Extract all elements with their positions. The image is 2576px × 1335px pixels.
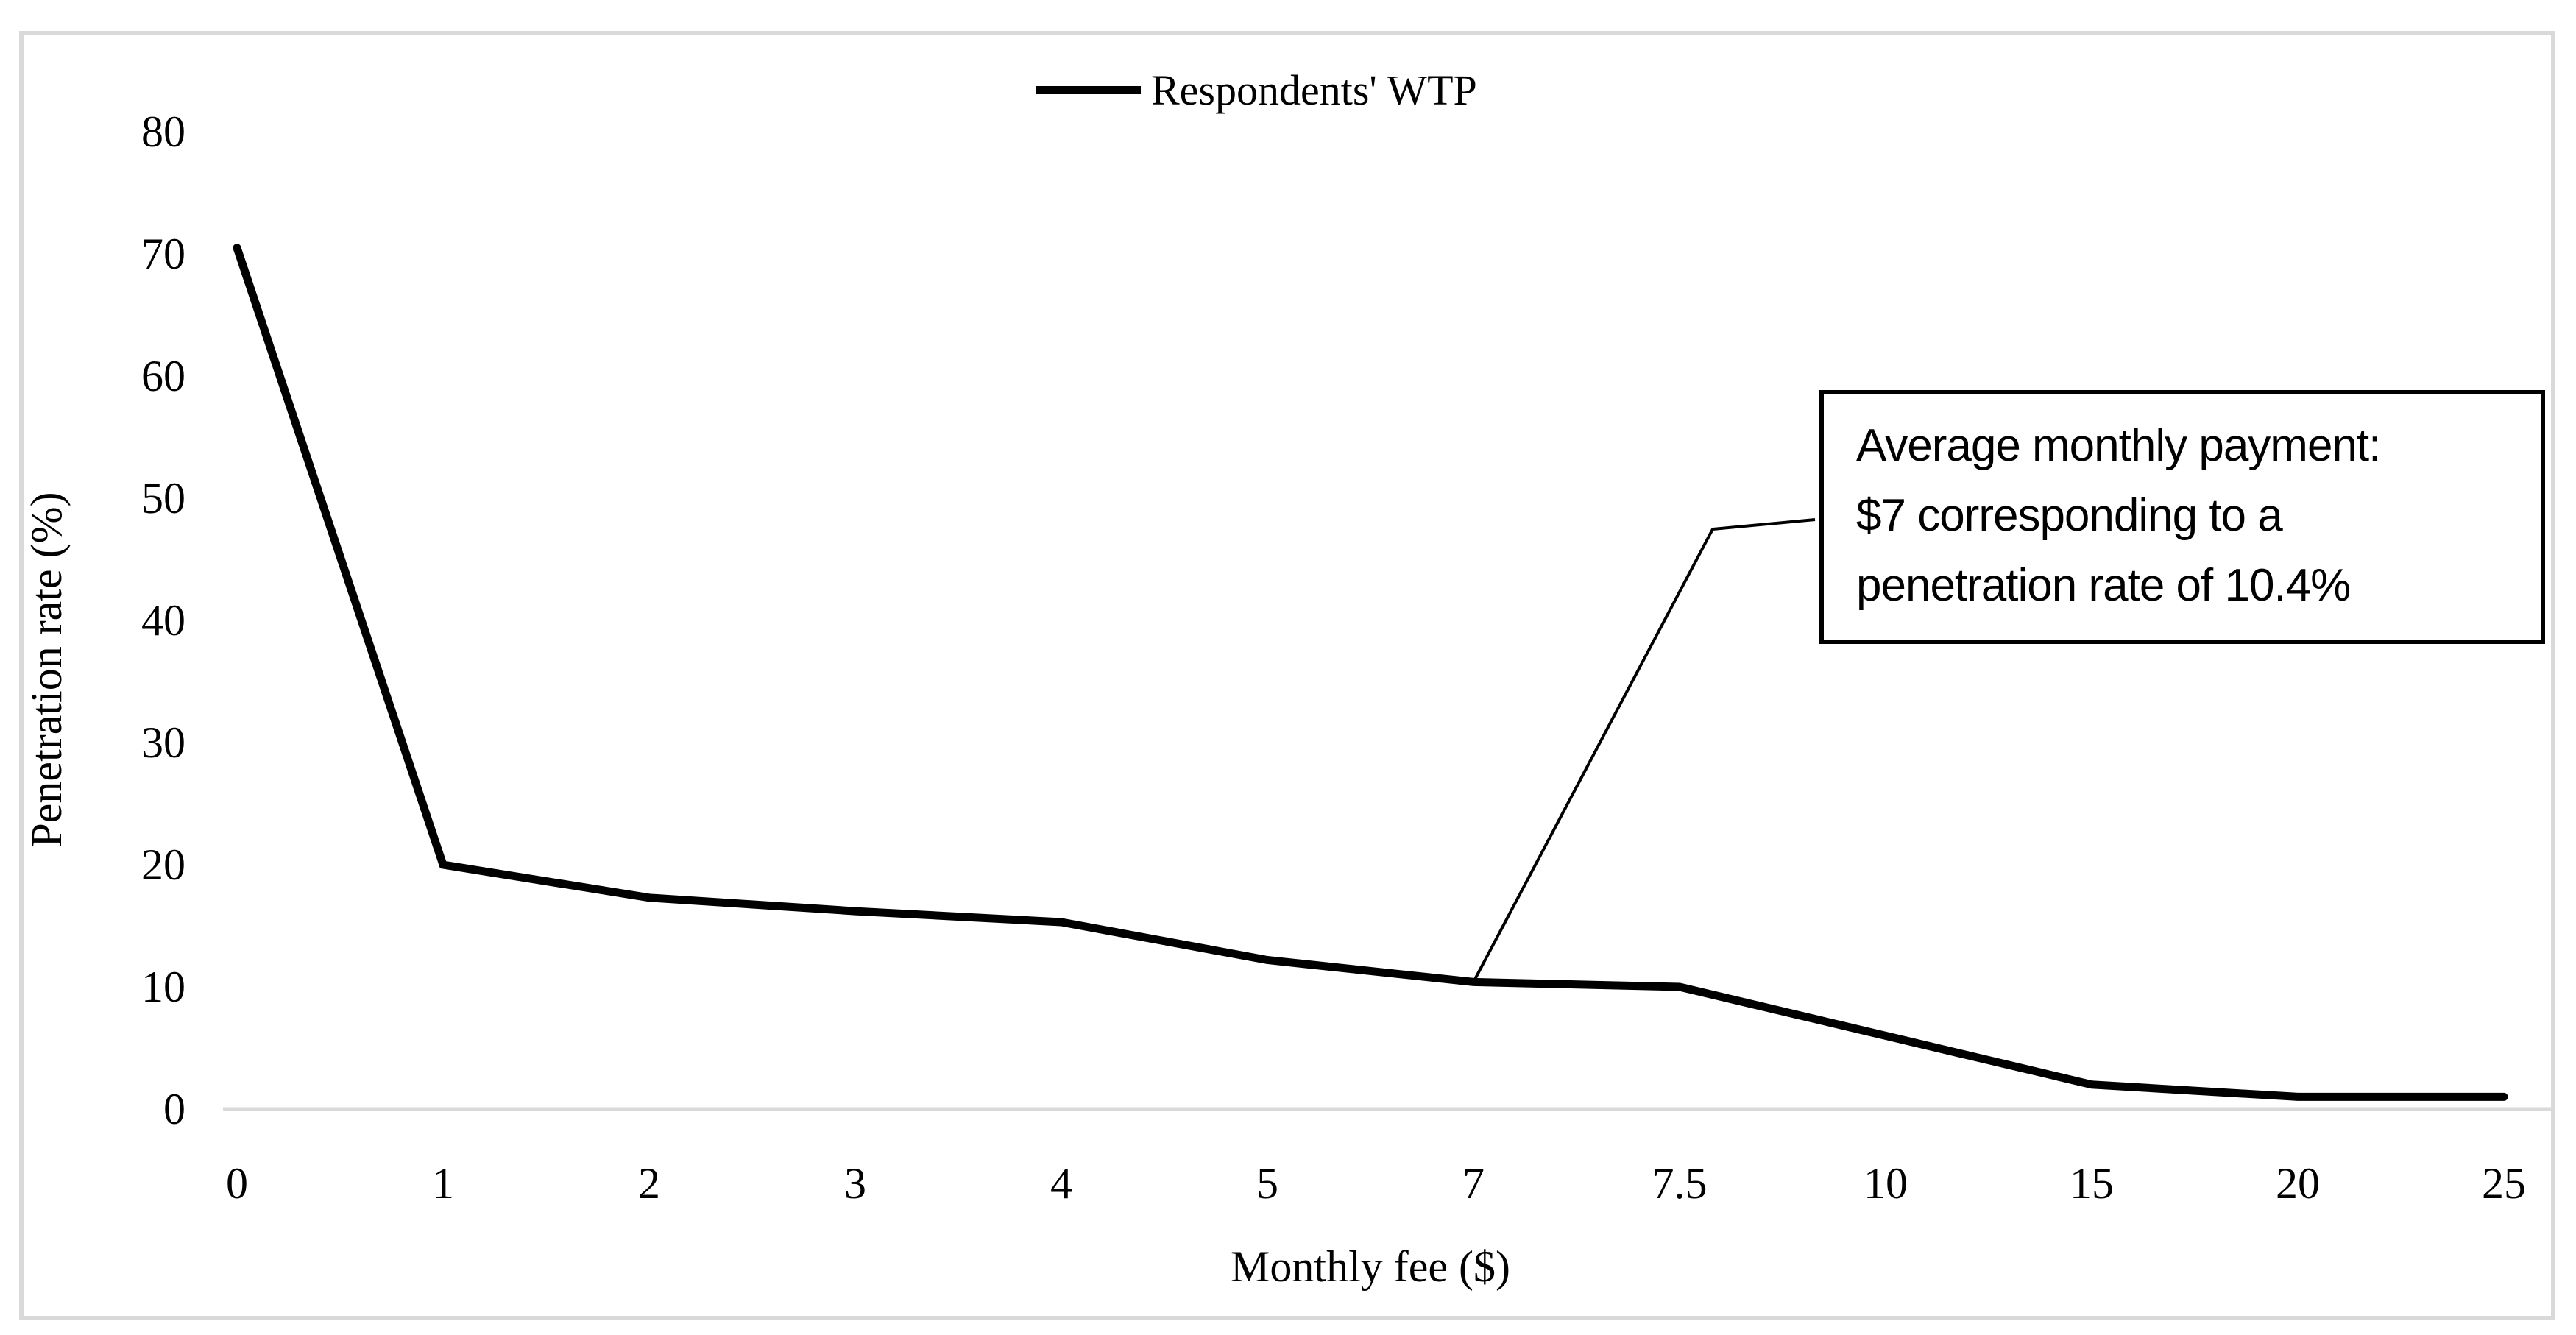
annotation-callout-line — [1472, 518, 1816, 983]
legend-label: Respondents' WTP — [1151, 66, 1477, 114]
y-tick-label: 40 — [141, 596, 185, 645]
x-tick-label: 3 — [844, 1159, 866, 1208]
annotation-box: Average monthly payment: $7 correspondin… — [1819, 390, 2545, 644]
annotation-line: penetration rate of 10.4% — [1856, 560, 2351, 611]
x-tick-label: 0 — [226, 1159, 248, 1208]
x-tick-label: 1 — [432, 1159, 454, 1208]
annotation-line: Average monthly payment: — [1856, 420, 2381, 471]
x-tick-label: 2 — [638, 1159, 660, 1208]
x-tick-label: 10 — [1864, 1159, 1908, 1208]
x-tick-label: 7.5 — [1652, 1159, 1708, 1208]
y-tick-label: 60 — [141, 352, 185, 400]
annotation-line: $7 corresponding to a — [1856, 490, 2283, 541]
y-tick-label: 50 — [141, 474, 185, 523]
x-axis-title: Monthly fee ($) — [1231, 1242, 1510, 1291]
y-tick-label: 30 — [141, 718, 185, 767]
y-tick-label: 70 — [141, 230, 185, 278]
x-tick-label: 7 — [1462, 1159, 1485, 1208]
x-tick-label: 25 — [2482, 1159, 2526, 1208]
y-tick-label: 20 — [141, 840, 185, 889]
x-tick-label: 15 — [2070, 1159, 2114, 1208]
y-tick-label: 0 — [163, 1085, 185, 1133]
y-tick-label: 10 — [141, 963, 185, 1011]
x-tick-label: 4 — [1050, 1159, 1072, 1208]
y-tick-label: 80 — [141, 107, 185, 156]
figure-border — [19, 31, 2555, 1320]
series-line-respondents-wtp — [233, 244, 2508, 1101]
x-tick-label: 20 — [2276, 1159, 2320, 1208]
x-tick-label: 5 — [1256, 1159, 1278, 1208]
legend-line-swatch — [1036, 86, 1141, 94]
